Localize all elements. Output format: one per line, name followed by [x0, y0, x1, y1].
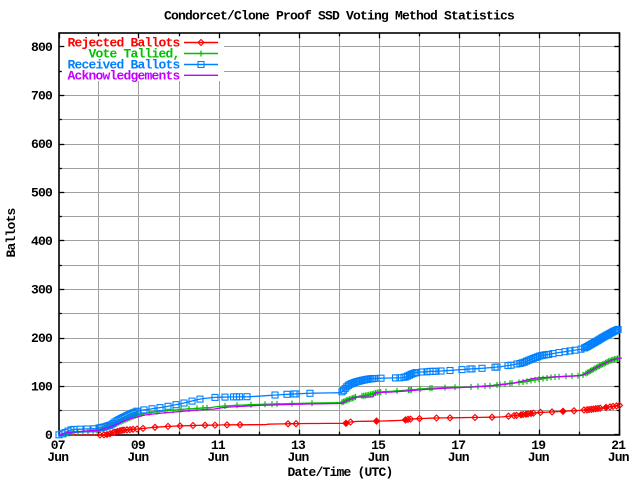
svg-text:Received Ballots: Received Ballots: [67, 58, 180, 73]
svg-text:19: 19: [531, 438, 546, 453]
svg-text:Jun: Jun: [528, 450, 550, 465]
svg-text:07: 07: [51, 438, 65, 453]
svg-text:200: 200: [31, 331, 53, 346]
svg-text:Acknowledgements: Acknowledgements: [67, 68, 180, 83]
svg-text:400: 400: [31, 234, 53, 249]
svg-text:Rejected Ballots: Rejected Ballots: [67, 36, 180, 51]
svg-text:Jun: Jun: [127, 450, 149, 465]
svg-text:Jun: Jun: [368, 450, 390, 465]
svg-text:Ballots: Ballots: [4, 208, 19, 258]
svg-text:100: 100: [31, 380, 53, 395]
svg-text:17: 17: [451, 438, 465, 453]
svg-text:Date/Time (UTC): Date/Time (UTC): [287, 465, 392, 480]
svg-text:Vote Tallied,: Vote Tallied,: [88, 47, 179, 62]
svg-text:0: 0: [45, 428, 53, 443]
svg-text:700: 700: [31, 89, 53, 104]
svg-text:13: 13: [291, 438, 306, 453]
svg-text:Condorcet/Clone Proof SSD Voti: Condorcet/Clone Proof SSD Voting Method …: [164, 9, 515, 24]
svg-text:Jun: Jun: [47, 450, 69, 465]
svg-text:Jun: Jun: [207, 450, 229, 465]
svg-text:Jun: Jun: [287, 450, 309, 465]
svg-text:15: 15: [371, 438, 386, 453]
svg-text:300: 300: [31, 283, 53, 298]
svg-text:11: 11: [211, 438, 226, 453]
svg-text:09: 09: [131, 438, 146, 453]
svg-text:600: 600: [31, 137, 53, 152]
svg-text:800: 800: [31, 40, 53, 55]
svg-text:Jun: Jun: [448, 450, 470, 465]
svg-text:500: 500: [31, 186, 53, 201]
svg-text:21: 21: [611, 438, 626, 453]
svg-text:Jun: Jun: [608, 450, 630, 465]
